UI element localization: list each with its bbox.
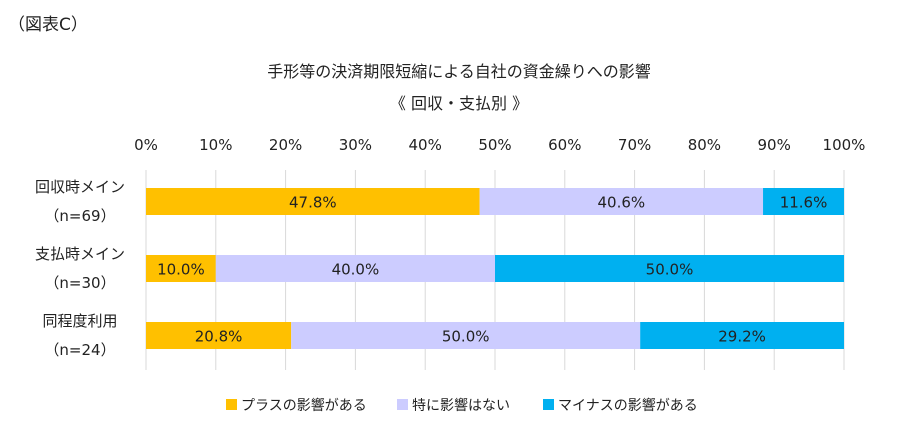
x-tick-label: 70% [618, 136, 651, 154]
legend-swatch [226, 399, 237, 410]
bar-segment [146, 188, 480, 215]
chart-subtitle: 《 回収・支払別 》 [390, 94, 528, 113]
data-label: 29.2% [718, 328, 766, 346]
x-tick-label: 40% [409, 136, 442, 154]
figure-label: （図表C） [8, 15, 88, 35]
category-count: （n=69） [44, 207, 115, 225]
x-tick-label: 10% [199, 136, 232, 154]
category-count: （n=30） [44, 274, 115, 292]
bar-segment [146, 322, 292, 349]
category-count: （n=24） [44, 341, 115, 359]
category-label: 回収時メイン [35, 178, 125, 196]
bar-segment [640, 322, 844, 349]
x-tick-label: 90% [758, 136, 791, 154]
bar-segment [215, 255, 496, 282]
x-tick-label: 60% [548, 136, 581, 154]
legend-swatch [543, 399, 554, 410]
category-label: 支払時メイン [35, 245, 125, 263]
x-tick-label: 80% [688, 136, 721, 154]
x-tick-label: 50% [478, 136, 511, 154]
data-label: 10.0% [157, 261, 205, 279]
legend-label: マイナスの影響がある [558, 397, 698, 414]
data-label: 47.8% [289, 194, 337, 212]
data-label: 40.6% [598, 194, 646, 212]
data-label: 20.8% [195, 328, 243, 346]
legend-label: 特に影響はない [412, 397, 510, 414]
data-label: 11.6% [780, 194, 828, 212]
legend-label: プラスの影響がある [241, 397, 367, 414]
data-label: 50.0% [646, 261, 694, 279]
category-label: 同程度利用 [42, 312, 117, 330]
bar-segment [146, 255, 216, 282]
legend-swatch [397, 399, 408, 410]
bar-segment [479, 188, 764, 215]
chart-title: 手形等の決済期限短縮による自社の資金繰りへの影響 [267, 62, 651, 81]
bar-segment [291, 322, 641, 349]
bar-segment [495, 255, 844, 282]
data-label: 50.0% [442, 328, 490, 346]
x-tick-label: 0% [134, 136, 158, 154]
x-tick-label: 30% [339, 136, 372, 154]
x-tick-label: 100% [823, 136, 866, 154]
data-label: 40.0% [332, 261, 380, 279]
bar-segment [763, 188, 844, 215]
x-tick-label: 20% [269, 136, 302, 154]
